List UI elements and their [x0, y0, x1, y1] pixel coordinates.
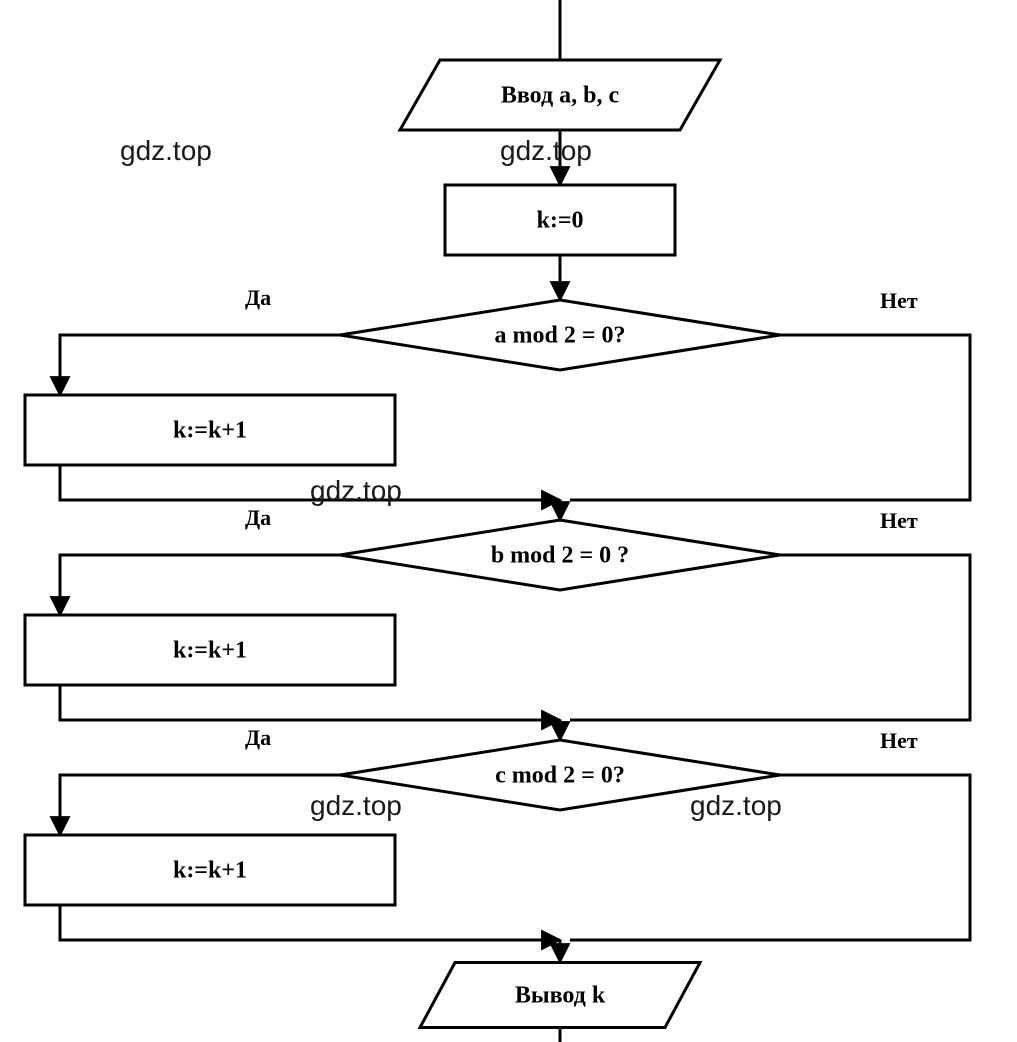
label-a-yes: Да	[245, 285, 271, 310]
watermark-1: gdz.top	[500, 135, 592, 166]
label-b-yes: Да	[245, 505, 271, 530]
label-a-no: Нет	[880, 288, 918, 313]
edge-condc-yes	[60, 775, 340, 835]
label-c-yes: Да	[245, 725, 271, 750]
label-proc_c: k:=k+1	[173, 858, 247, 884]
watermark-4: gdz.top	[690, 790, 782, 821]
edge-procc-down	[60, 905, 560, 940]
edge-procb-down	[60, 685, 560, 720]
edge-conda-yes	[60, 335, 340, 395]
watermark-3: gdz.top	[310, 790, 402, 821]
label-cond_c: c mod 2 = 0?	[495, 763, 625, 789]
watermark-2: gdz.top	[310, 475, 402, 506]
label-init: k:=0	[536, 208, 583, 234]
label-proc_b: k:=k+1	[173, 638, 247, 664]
label-output: Вывод k	[515, 983, 606, 1009]
label-proc_a: k:=k+1	[173, 418, 247, 444]
label-c-no: Нет	[880, 728, 918, 753]
label-input: Ввод a, b, c	[501, 83, 620, 109]
edge-condb-yes	[60, 555, 340, 615]
label-b-no: Нет	[880, 508, 918, 533]
label-cond_a: a mod 2 = 0?	[494, 323, 625, 349]
watermark-0: gdz.top	[120, 135, 212, 166]
label-cond_b: b mod 2 = 0 ?	[491, 543, 629, 569]
flowchart: Ввод a, b, c k:=0 a mod 2 = 0? k:=k+1 b mod …	[0, 0, 1017, 1042]
